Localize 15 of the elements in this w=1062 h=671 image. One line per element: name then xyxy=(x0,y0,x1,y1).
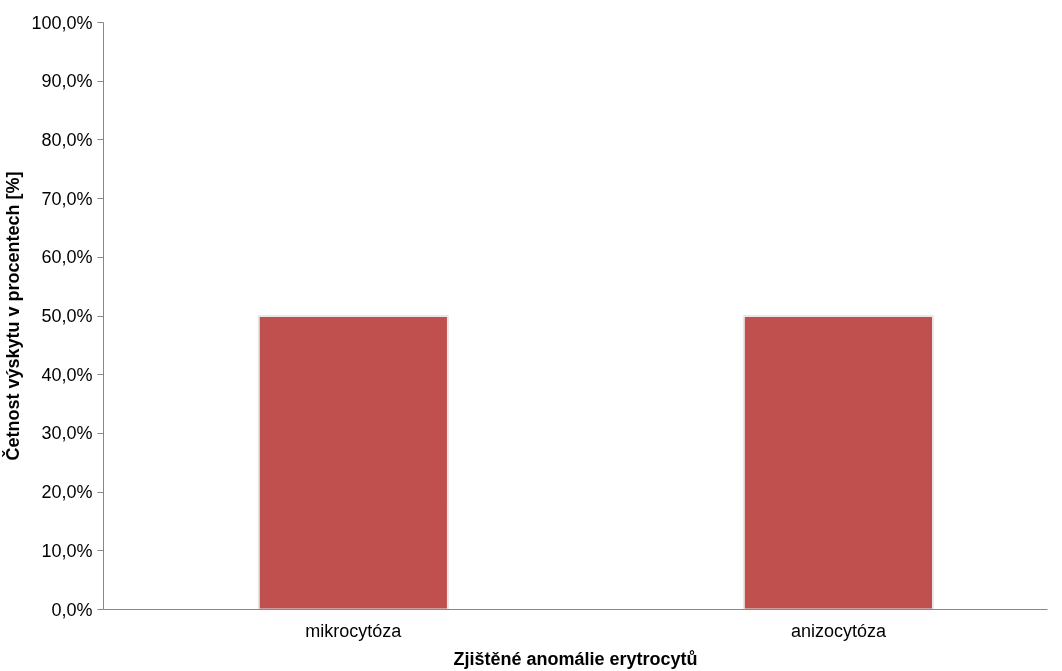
y-tick-label: 30,0% xyxy=(41,423,93,444)
y-tick-label: 0,0% xyxy=(51,599,93,620)
y-tick-label: 50,0% xyxy=(41,306,93,326)
y-tick-label: 80,0% xyxy=(41,129,93,150)
x-tick-label: mikrocytóza xyxy=(305,620,403,641)
y-tick-label: 10,0% xyxy=(41,540,93,561)
y-axis-title: Četnost výskytu v procentech [%] xyxy=(2,171,24,461)
y-tick-label: 20,0% xyxy=(41,482,93,503)
y-tick-label: 70,0% xyxy=(41,188,93,209)
y-tick-label: 40,0% xyxy=(41,364,93,385)
y-tick-label: 90,0% xyxy=(41,71,93,92)
x-axis-title: Zjištěné anomálie erytrocytů xyxy=(453,648,698,669)
y-tick-label: 60,0% xyxy=(41,247,93,268)
x-tick-label: anizocytóza xyxy=(790,620,887,641)
y-tick-label: 100,0% xyxy=(31,12,93,33)
